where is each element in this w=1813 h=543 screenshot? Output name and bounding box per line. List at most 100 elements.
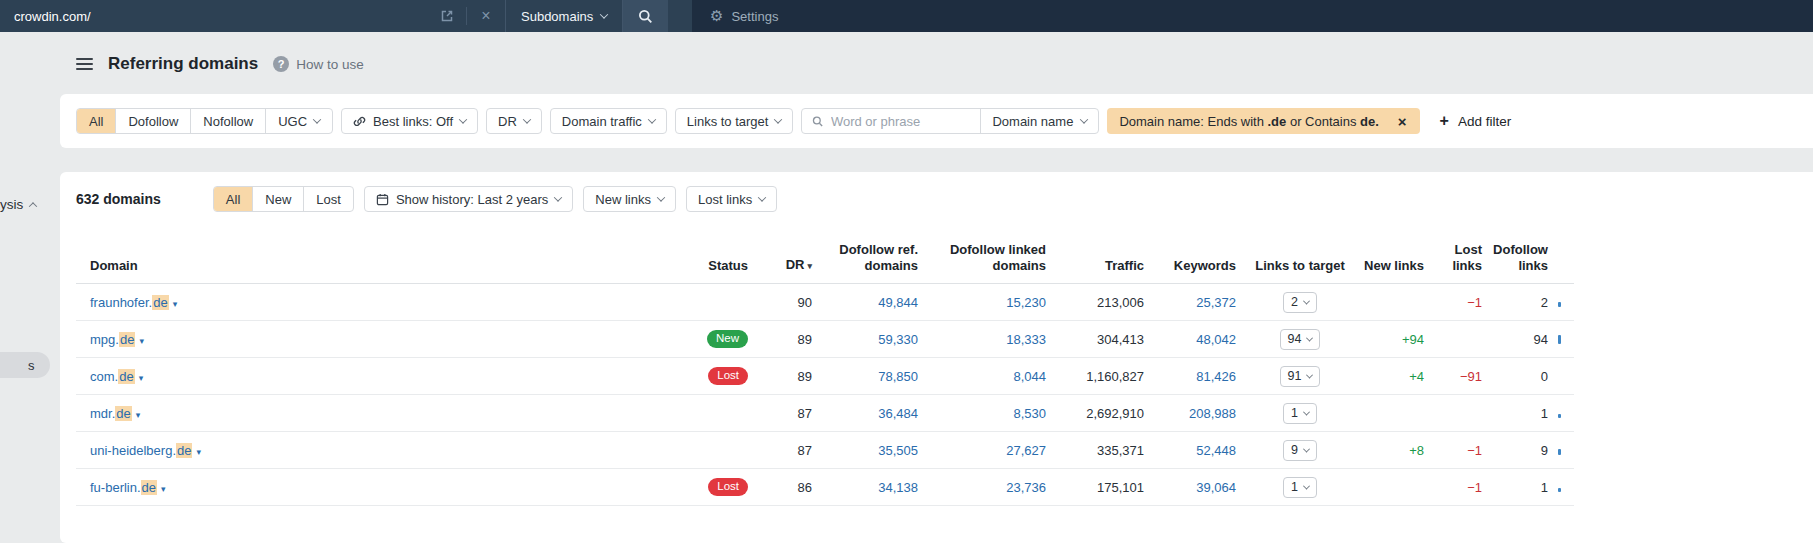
word-search-input[interactable] (831, 114, 971, 129)
links-to-target-select[interactable]: 94 (1280, 329, 1321, 350)
lost-links-value[interactable]: −1 (1467, 443, 1482, 458)
segment-status-new[interactable]: New (252, 187, 303, 211)
word-search-field[interactable] (802, 114, 980, 129)
remove-filter-icon[interactable]: × (1385, 113, 1420, 130)
domain-link[interactable]: mpg.de (90, 332, 135, 347)
show-history-button[interactable]: Show history: Last 2 years (364, 186, 573, 212)
lost-links-value[interactable]: −91 (1460, 369, 1482, 384)
col-header-dr[interactable]: DR▾ (754, 242, 812, 284)
col-header-links-to-target: Links to target (1236, 242, 1364, 284)
links-to-target-select[interactable]: 91 (1280, 366, 1321, 387)
links-to-target-select[interactable]: 2 (1283, 292, 1317, 313)
segment-nofollow[interactable]: Nofollow (190, 109, 265, 133)
lost-links-value[interactable]: −1 (1467, 295, 1482, 310)
col-header-traffic: Traffic (1046, 242, 1144, 284)
domain-link[interactable]: mdr.de (90, 406, 132, 421)
calendar-icon (376, 193, 389, 206)
cell-links-to-target: 91 (1236, 358, 1364, 395)
segment-all[interactable]: All (77, 109, 115, 133)
search-button[interactable] (622, 0, 668, 32)
keywords-link[interactable]: 208,988 (1189, 406, 1236, 421)
dofollow-linked-link[interactable]: 15,230 (1006, 295, 1046, 310)
domain-caret-icon[interactable]: ▾ (136, 410, 141, 420)
dofollow-linked-link[interactable]: 8,044 (1013, 369, 1046, 384)
keywords-link[interactable]: 39,064 (1196, 480, 1236, 495)
domain-link[interactable]: uni-heidelberg.de (90, 443, 192, 458)
how-to-use-link[interactable]: ? How to use (273, 56, 364, 72)
cell-dofollow-ref: 36,484 (812, 395, 918, 432)
dofollow-linked-link[interactable]: 27,627 (1006, 443, 1046, 458)
dofollow-ref-link[interactable]: 78,850 (878, 369, 918, 384)
cell-spark (1548, 321, 1574, 358)
cell-dofollow-linked: 15,230 (918, 284, 1046, 321)
plus-icon: + (1440, 112, 1449, 130)
domain-caret-icon[interactable]: ▾ (139, 336, 144, 346)
best-links-button[interactable]: Best links: Off (341, 108, 478, 134)
menu-icon[interactable] (76, 58, 93, 70)
filter-chip-text: Domain name: Ends with .de or Contains d… (1107, 114, 1384, 129)
dofollow-linked-link[interactable]: 23,736 (1006, 480, 1046, 495)
add-filter-button[interactable]: + Add filter (1440, 112, 1512, 130)
open-in-new-tab-icon[interactable] (428, 0, 466, 32)
domain-caret-icon[interactable]: ▾ (161, 484, 166, 494)
cell-dofollow-links: 0 (1482, 358, 1548, 395)
cell-dr: 87 (754, 395, 812, 432)
domain-caret-icon[interactable]: ▾ (139, 373, 144, 383)
cell-dofollow-links: 9 (1482, 432, 1548, 469)
table-row: fraunhofer.de▾ 90 49,844 15,230 213,006 … (76, 284, 1574, 321)
target-url-input[interactable] (14, 9, 418, 24)
dofollow-ref-link[interactable]: 59,330 (878, 332, 918, 347)
col-header-dofollow-ref: Dofollow ref.domains (812, 242, 918, 284)
clear-target-icon[interactable]: × (467, 0, 505, 32)
sidebar-section-analysis[interactable]: ysis (0, 197, 36, 212)
dofollow-ref-link[interactable]: 35,505 (878, 443, 918, 458)
cell-spark (1548, 284, 1574, 321)
domain-traffic-filter-button[interactable]: Domain traffic (550, 108, 667, 134)
cell-lost-links (1424, 395, 1482, 432)
segment-status-lost[interactable]: Lost (303, 187, 353, 211)
active-filter-chip[interactable]: Domain name: Ends with .de or Contains d… (1107, 108, 1419, 134)
segment-status-all[interactable]: All (214, 187, 252, 211)
cell-keywords: 48,042 (1144, 321, 1236, 358)
domain-caret-icon[interactable]: ▾ (173, 299, 178, 309)
lost-links-value[interactable]: −1 (1467, 480, 1482, 495)
cell-lost-links (1424, 321, 1482, 358)
dr-filter-button[interactable]: DR (486, 108, 542, 134)
search-scope-select[interactable]: Domain name (980, 109, 1098, 133)
links-to-target-select[interactable]: 9 (1283, 440, 1317, 461)
topbar: × Subdomains ⚙ Settings (0, 0, 1813, 32)
links-to-target-select[interactable]: 1 (1283, 477, 1317, 498)
new-links-value[interactable]: +94 (1402, 332, 1424, 347)
domain-caret-icon[interactable]: ▾ (196, 447, 201, 457)
new-links-value[interactable]: +4 (1409, 369, 1424, 384)
cell-status: Lost (636, 358, 754, 395)
domain-link[interactable]: fraunhofer.de (90, 295, 169, 310)
dofollow-ref-link[interactable]: 49,844 (878, 295, 918, 310)
chevron-down-icon (1303, 297, 1310, 304)
domain-link[interactable]: fu-berlin.de (90, 480, 157, 495)
settings-button[interactable]: ⚙ Settings (710, 0, 778, 32)
lost-links-dropdown[interactable]: Lost links (686, 186, 777, 212)
new-links-value[interactable]: +8 (1409, 443, 1424, 458)
dofollow-linked-link[interactable]: 18,333 (1006, 332, 1046, 347)
dofollow-linked-link[interactable]: 8,530 (1013, 406, 1046, 421)
links-to-target-select[interactable]: 1 (1283, 403, 1317, 424)
mode-dropdown[interactable]: Subdomains (505, 0, 622, 32)
domain-link[interactable]: com.de (90, 369, 135, 384)
cell-links-to-target: 2 (1236, 284, 1364, 321)
keywords-link[interactable]: 81,426 (1196, 369, 1236, 384)
keywords-link[interactable]: 25,372 (1196, 295, 1236, 310)
keywords-link[interactable]: 48,042 (1196, 332, 1236, 347)
sidebar-item-active[interactable]: s (0, 352, 50, 378)
dofollow-ref-link[interactable]: 36,484 (878, 406, 918, 421)
cell-keywords: 52,448 (1144, 432, 1236, 469)
cell-lost-links: −91 (1424, 358, 1482, 395)
cell-dr: 89 (754, 358, 812, 395)
new-links-dropdown[interactable]: New links (583, 186, 676, 212)
links-to-target-filter-button[interactable]: Links to target (675, 108, 794, 134)
segment-dofollow[interactable]: Dofollow (115, 109, 190, 133)
dofollow-ref-link[interactable]: 34,138 (878, 480, 918, 495)
keywords-link[interactable]: 52,448 (1196, 443, 1236, 458)
cell-keywords: 81,426 (1144, 358, 1236, 395)
segment-ugc[interactable]: UGC (265, 109, 332, 133)
